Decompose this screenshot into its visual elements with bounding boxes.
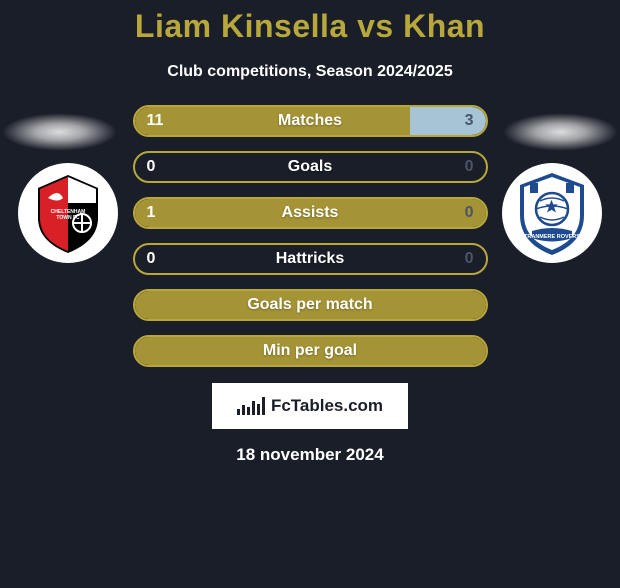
stat-bars: 113Matches 00Goals 10Assists 00Hattricks Goa…: [133, 105, 488, 367]
halo-left: [2, 113, 117, 151]
stat-bar: Min per goal: [133, 335, 488, 367]
svg-text:TRANMERE ROVERS: TRANMERE ROVERS: [524, 234, 580, 240]
stat-label: Goals: [135, 153, 486, 181]
stat-label: Goals per match: [135, 291, 486, 319]
fctables-logo: FcTables.com: [212, 383, 408, 429]
stat-bar: 00Hattricks: [133, 243, 488, 275]
comparison-content: CHELTENHAM TOWN FC TRANMERE ROVERS 113Ma…: [0, 105, 620, 465]
tranmere-badge-icon: TRANMERE ROVERS: [502, 163, 602, 263]
stat-label: Min per goal: [135, 337, 486, 365]
subtitle: Club competitions, Season 2024/2025: [0, 63, 620, 81]
halo-right: [503, 113, 618, 151]
svg-text:TOWN FC: TOWN FC: [56, 215, 80, 221]
stat-bar: Goals per match: [133, 289, 488, 321]
club-badge-left: CHELTENHAM TOWN FC: [18, 163, 118, 263]
stat-bar: 113Matches: [133, 105, 488, 137]
stat-bar: 10Assists: [133, 197, 488, 229]
club-badge-right: TRANMERE ROVERS: [502, 163, 602, 263]
logo-bars-icon: [237, 397, 265, 415]
stat-label: Assists: [135, 199, 486, 227]
stat-label: Hattricks: [135, 245, 486, 273]
stat-bar: 00Goals: [133, 151, 488, 183]
page-title: Liam Kinsella vs Khan: [0, 8, 620, 45]
date-label: 18 november 2024: [0, 445, 620, 465]
cheltenham-badge-icon: CHELTENHAM TOWN FC: [18, 163, 118, 263]
stat-label: Matches: [135, 107, 486, 135]
logo-text: FcTables.com: [271, 396, 383, 416]
